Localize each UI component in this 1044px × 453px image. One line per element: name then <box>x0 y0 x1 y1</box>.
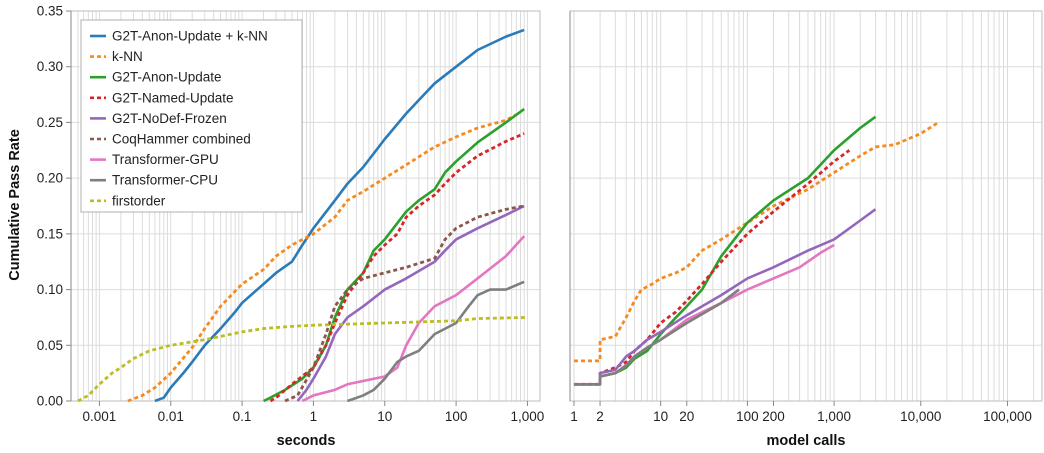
series-line-transformer-gpu <box>573 243 835 386</box>
legend-label-transformer-gpu: Transformer-GPU <box>112 152 219 167</box>
y-tick-label: 0.20 <box>37 171 63 186</box>
x-axis-title-right: model calls <box>767 433 846 449</box>
legend-label-g2t-nodef-frozen: G2T-NoDef-Frozen <box>112 111 227 126</box>
x-tick-label: 10 <box>653 409 668 424</box>
series-line-k-nn <box>573 121 940 363</box>
right-plot-frame <box>569 10 1043 402</box>
legend-box <box>80 19 303 213</box>
legend: G2T-Anon-Update + k-NN k-NN G2T-Anon-Updat… <box>80 19 303 213</box>
x-tick-label: 10,000 <box>900 409 941 424</box>
x-tick-label: 200 <box>762 409 785 424</box>
series-line-g2t-named-update <box>269 132 525 403</box>
series-line-g2t-nodef-frozen <box>296 204 525 402</box>
legend-label-transformer-cpu: Transformer-CPU <box>112 173 218 188</box>
series-line-g2t-anon-update-k-nn <box>154 28 525 403</box>
series-line-transformer-gpu <box>301 235 526 403</box>
legend-label-coqhammer-combined: CoqHammer combined <box>112 132 251 147</box>
x-tick-label: 0.01 <box>158 409 184 424</box>
x-tick-label: 100 <box>736 409 759 424</box>
series-line-transformer-cpu <box>573 288 740 386</box>
series-line-k-nn <box>127 113 518 403</box>
y-tick-label: 0.15 <box>37 226 63 241</box>
y-tick-label: 0.10 <box>37 282 63 297</box>
x-tick-label: 20 <box>679 409 694 424</box>
left-series-group <box>77 28 528 403</box>
x-tick-label: 0.1 <box>233 409 252 424</box>
y-tick-label: 0.00 <box>37 394 63 409</box>
x-axis-title-left: seconds <box>277 433 336 449</box>
x-tick-label: 1 <box>570 409 578 424</box>
x-tick-label: 100 <box>445 409 468 424</box>
y-tick-label: 0.25 <box>37 115 63 130</box>
series-line-g2t-nodef-frozen <box>573 208 877 386</box>
series-line-g2t-anon-update <box>262 108 525 403</box>
x-tick-label: 1,000 <box>817 409 851 424</box>
legend-label-g2t-anon-update: G2T-Anon-Update <box>112 70 222 85</box>
x-tick-label: 1 <box>310 409 318 424</box>
series-line-firstorder <box>77 316 528 403</box>
right-series-group <box>573 115 940 386</box>
x-tick-label: 0.001 <box>82 409 116 424</box>
legend-label-g2t-named-update: G2T-Named-Update <box>112 90 234 105</box>
series-line-coqhammer-combined <box>284 204 525 403</box>
x-tick-label: 10 <box>377 409 392 424</box>
right-panel: 1 2 10 20 100 200 1,000 10,000 100,000 <box>569 10 1043 424</box>
x-tick-label: 2 <box>596 409 604 424</box>
x-tick-label: 1,000 <box>511 409 545 424</box>
legend-label-g2t-anon-update-k-nn: G2T-Anon-Update + k-NN <box>112 29 268 44</box>
y-tick-label: 0.30 <box>37 59 63 74</box>
legend-label-firstorder: firstorder <box>112 193 166 208</box>
y-tick-label: 0.05 <box>37 338 63 353</box>
y-tick-label: 0.35 <box>37 4 63 19</box>
right-gridlines <box>569 10 1042 402</box>
y-axis-title: Cumulative Pass Rate <box>7 129 23 281</box>
series-line-g2t-named-update <box>573 149 851 386</box>
series-line-transformer-cpu <box>347 280 525 403</box>
x-tick-label: 100,000 <box>983 409 1032 424</box>
legend-label-k-nn: k-NN <box>112 49 143 64</box>
